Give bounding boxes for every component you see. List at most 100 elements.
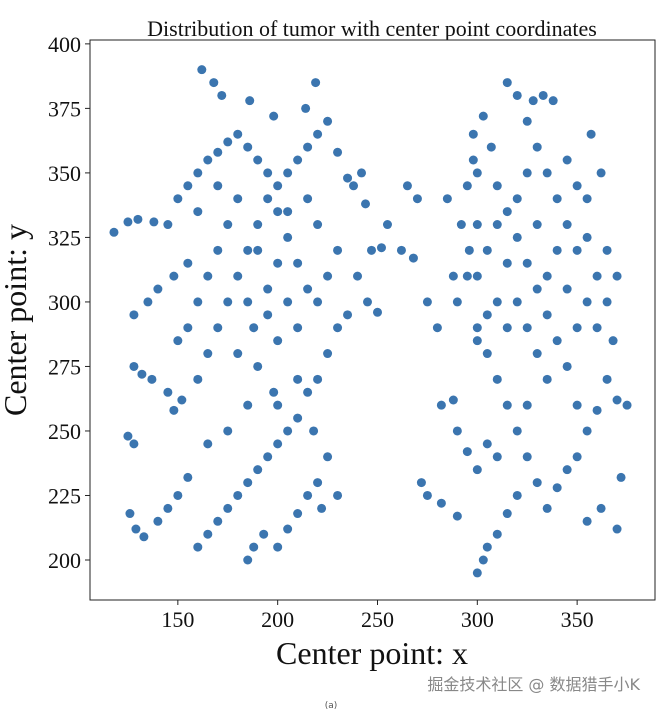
y-tick-label: 250 [48, 419, 81, 444]
point [602, 374, 612, 384]
point [233, 490, 243, 500]
point [311, 78, 321, 88]
point [333, 147, 343, 157]
point [139, 532, 149, 542]
point [303, 194, 313, 204]
point [169, 271, 179, 281]
point [478, 111, 488, 121]
point [472, 568, 482, 578]
point [552, 245, 562, 255]
point [482, 310, 492, 320]
point [542, 168, 552, 178]
point [412, 194, 422, 204]
plot-frame [89, 39, 656, 601]
point [472, 168, 482, 178]
plot-area [109, 65, 632, 578]
point [616, 472, 626, 482]
point [243, 142, 253, 152]
point [153, 516, 163, 526]
point [512, 232, 522, 242]
point [233, 129, 243, 139]
point [592, 323, 602, 333]
point [203, 439, 213, 449]
point [502, 258, 512, 268]
point [223, 220, 233, 230]
point [169, 405, 179, 415]
point [253, 155, 263, 165]
point [193, 297, 203, 307]
point [293, 258, 303, 268]
point [542, 271, 552, 281]
point [562, 284, 572, 294]
point [333, 323, 343, 333]
point [622, 400, 632, 410]
point [602, 297, 612, 307]
point [263, 310, 273, 320]
point [243, 297, 253, 307]
point [372, 307, 382, 317]
point [273, 258, 283, 268]
point [149, 217, 159, 227]
point [422, 297, 432, 307]
point [572, 452, 582, 462]
point [582, 426, 592, 436]
point [177, 395, 187, 405]
point [193, 207, 203, 217]
point [223, 426, 233, 436]
point [125, 509, 135, 519]
point [173, 194, 183, 204]
point [492, 452, 502, 462]
point [492, 374, 502, 384]
point [532, 284, 542, 294]
point [263, 194, 273, 204]
y-tick-label: 300 [48, 290, 81, 315]
point [253, 220, 263, 230]
point [472, 271, 482, 281]
x-tick-label: 150 [161, 607, 194, 632]
point [269, 111, 279, 121]
point [572, 245, 582, 255]
point [203, 271, 213, 281]
point [532, 142, 542, 152]
point [273, 207, 283, 217]
point [263, 168, 273, 178]
point [243, 555, 253, 565]
x-tick-label: 350 [561, 607, 594, 632]
point [462, 181, 472, 191]
point [353, 271, 363, 281]
point [203, 155, 213, 165]
caption: (a) [325, 701, 338, 711]
point [163, 387, 173, 397]
point [283, 297, 293, 307]
point [468, 155, 478, 165]
point [472, 336, 482, 346]
point [249, 323, 259, 333]
point [562, 361, 572, 371]
point [217, 90, 227, 100]
point [243, 245, 253, 255]
point [596, 503, 606, 513]
point [293, 413, 303, 423]
point [123, 217, 133, 227]
watermark: 掘金技术社区 @ 数据猎手小K [427, 675, 640, 694]
point [522, 116, 532, 126]
y-tick-label: 275 [48, 354, 81, 379]
point [197, 65, 207, 75]
point [243, 478, 253, 488]
point [361, 199, 371, 209]
point [572, 400, 582, 410]
point [562, 465, 572, 475]
point [137, 369, 147, 379]
point [436, 498, 446, 508]
y-tick-label: 350 [48, 161, 81, 186]
point [512, 194, 522, 204]
y-tick-label: 200 [48, 548, 81, 573]
point [408, 253, 418, 263]
point [548, 96, 558, 106]
point [468, 129, 478, 139]
point [283, 426, 293, 436]
point [303, 387, 313, 397]
point [608, 336, 618, 346]
point [448, 395, 458, 405]
